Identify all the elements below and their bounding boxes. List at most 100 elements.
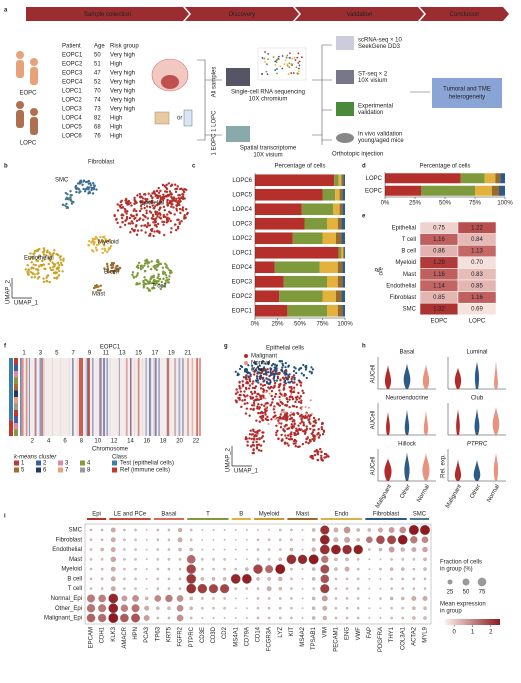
umap-dot bbox=[156, 213, 159, 217]
umap-dot bbox=[158, 216, 161, 219]
umap-dot bbox=[143, 215, 146, 218]
dot bbox=[256, 587, 260, 590]
dot bbox=[422, 546, 428, 553]
table-cell: LOPC3 bbox=[62, 107, 82, 113]
gene-label: CD79A bbox=[244, 627, 250, 646]
tube bbox=[183, 109, 193, 127]
umap-dot bbox=[88, 186, 91, 189]
umap-dot bbox=[297, 400, 301, 404]
umap-dot bbox=[275, 424, 278, 427]
dot bbox=[345, 597, 349, 600]
umap-dot bbox=[64, 204, 67, 208]
umap-dot bbox=[157, 283, 161, 286]
dot bbox=[178, 547, 182, 552]
umap-dot bbox=[36, 272, 39, 276]
dot bbox=[301, 568, 304, 570]
umap-dot bbox=[302, 391, 305, 395]
legend-label: 8 bbox=[87, 468, 91, 474]
legend-label: 75 bbox=[479, 590, 486, 596]
chromosome-label: 7 bbox=[72, 351, 76, 357]
umap-dot bbox=[111, 263, 115, 267]
umap-dot bbox=[262, 396, 265, 399]
dot bbox=[123, 587, 126, 590]
dot bbox=[230, 573, 241, 584]
umap-dot bbox=[259, 397, 263, 401]
dot bbox=[267, 558, 271, 561]
umap-dot bbox=[74, 186, 77, 189]
dot bbox=[145, 578, 148, 580]
umap-dot bbox=[296, 445, 300, 449]
umap-dot bbox=[251, 367, 255, 371]
umap-dot bbox=[290, 438, 294, 441]
chromosome-label: 12 bbox=[111, 439, 118, 445]
umap-dot bbox=[176, 218, 179, 222]
umap-dot bbox=[283, 379, 287, 383]
dot bbox=[89, 538, 93, 542]
legend-dot bbox=[244, 361, 248, 365]
dot bbox=[379, 617, 382, 619]
mini-dot bbox=[295, 66, 298, 69]
dot bbox=[401, 558, 405, 561]
table-cell: 74 bbox=[94, 98, 101, 104]
umap-dot bbox=[86, 186, 89, 190]
umap-dot bbox=[66, 193, 69, 196]
x-tick-label: 100% bbox=[497, 201, 513, 207]
umap-dot bbox=[154, 283, 157, 287]
umap-dot bbox=[293, 366, 296, 369]
umap-dot bbox=[150, 260, 153, 263]
cnv-stripe bbox=[182, 358, 184, 436]
row-label: B cell bbox=[67, 576, 82, 582]
umap-dot bbox=[34, 263, 37, 267]
category-label: LOPC4 bbox=[232, 207, 252, 213]
umap-dot bbox=[257, 381, 260, 384]
umap-dot bbox=[143, 275, 146, 279]
umap-dot bbox=[253, 373, 256, 376]
umap-dot bbox=[294, 440, 298, 443]
umap-dot bbox=[183, 217, 186, 220]
dot bbox=[301, 548, 304, 551]
cnv-stripe bbox=[119, 358, 121, 436]
patient-icons bbox=[16, 51, 38, 135]
mini-dot bbox=[261, 57, 264, 59]
x-tick-label: 75% bbox=[469, 201, 482, 207]
umap-dot bbox=[169, 271, 172, 275]
cnv-block bbox=[78, 358, 83, 436]
umap-dot bbox=[247, 376, 250, 379]
gene-label: CD3E bbox=[200, 627, 206, 643]
panel-label: a bbox=[4, 8, 8, 14]
dot bbox=[100, 547, 104, 552]
connector bbox=[312, 44, 430, 145]
dot bbox=[178, 558, 182, 561]
dot bbox=[178, 567, 182, 571]
umap-dot bbox=[283, 378, 286, 381]
umap-dot bbox=[276, 429, 279, 433]
dot bbox=[389, 596, 394, 601]
umap-dot bbox=[51, 252, 55, 255]
umap-dot bbox=[162, 213, 165, 217]
umap-dot bbox=[53, 249, 56, 252]
umap-dot bbox=[42, 253, 46, 256]
umap-dot bbox=[169, 199, 172, 203]
umap-dot bbox=[311, 457, 315, 460]
instrument bbox=[226, 126, 250, 142]
dot bbox=[145, 548, 148, 551]
umap-dot bbox=[182, 193, 185, 196]
table-cell: 73 bbox=[94, 107, 101, 113]
dot bbox=[132, 595, 139, 602]
dot bbox=[100, 538, 104, 542]
gene-label: FCGR3A bbox=[267, 627, 273, 651]
umap-dot bbox=[126, 210, 129, 213]
umap-dot bbox=[169, 211, 173, 215]
method-label: 10X chromium bbox=[249, 97, 288, 103]
bar-segment bbox=[337, 217, 342, 230]
dot bbox=[399, 526, 407, 534]
bar-segment bbox=[338, 246, 342, 259]
cell-value: 1.32 bbox=[433, 307, 445, 313]
dot bbox=[368, 617, 371, 619]
umap-dot bbox=[111, 269, 114, 273]
umap-dot bbox=[145, 258, 148, 261]
umap-dot bbox=[116, 264, 119, 268]
umap-dot bbox=[143, 193, 147, 196]
umap-dot bbox=[166, 201, 169, 204]
row-label: Malignant_Epi bbox=[44, 616, 82, 622]
